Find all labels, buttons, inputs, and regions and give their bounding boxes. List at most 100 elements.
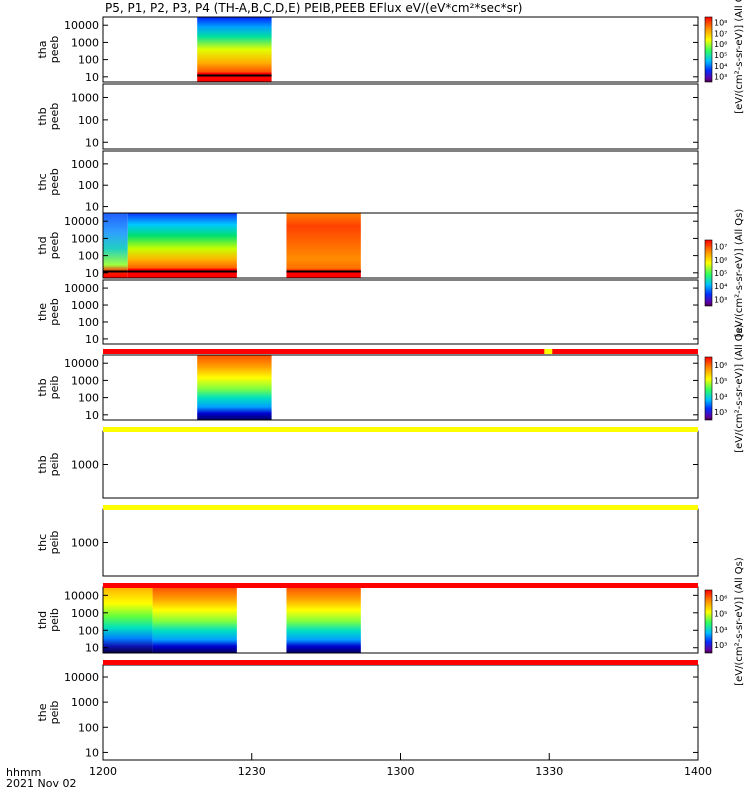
y-tick-label: 10000 <box>64 19 99 32</box>
panel-thb-peib: 10 100 1000 10000 thb peib <box>36 354 699 422</box>
panel-thb-peib-2: 1000 thb peib <box>36 430 699 499</box>
y-tick-label: 100 <box>78 250 99 263</box>
y-tick-label: 1000 <box>71 696 99 709</box>
colorbar-tick-label: 10³ <box>714 295 727 304</box>
y-tick-label: 1000 <box>71 374 99 387</box>
plot-title: P5, P1, P2, P3, P4 (TH-A,B,C,D,E) PEIB,P… <box>105 1 523 15</box>
panel-thd-peib: 10 100 1000 10000 thd peib <box>36 586 699 655</box>
panel-label: peeb <box>48 298 61 326</box>
quality-stripe <box>103 349 698 354</box>
panel-label: thc <box>36 173 49 190</box>
panel-frame <box>102 16 699 83</box>
colorbar-cb1: 10³ 10⁴ 10⁵ 10⁶ 10⁷ 10⁸ [eV/(cm²-s-sr-eV)] (Al… <box>704 0 745 114</box>
colorbar-label: [eV/(cm²-s-sr-eV)] (All Qs) <box>734 0 745 114</box>
stripe-marker <box>544 349 553 354</box>
y-tick-label: 10 <box>85 409 99 422</box>
y-tick-label: 1000 <box>71 36 99 49</box>
panel-the-peeb: 10 100 1000 10000 the peeb <box>36 279 699 346</box>
y-tick-label: 1000 <box>71 158 99 171</box>
y-tick-label: 100 <box>78 179 99 192</box>
colorbar-tick-label: 10⁴ <box>714 282 727 291</box>
colorbar-tick-label: 10⁵ <box>714 377 727 386</box>
colorbar-tick-label: 10⁸ <box>714 18 727 27</box>
panel-frame <box>102 508 699 577</box>
colorbar-tick-label: 10⁶ <box>714 40 727 49</box>
y-tick-label: 100 <box>78 316 99 329</box>
x-tick-label: 1400 <box>684 765 712 778</box>
spectrogram-block <box>127 213 237 278</box>
y-tick-label: 10000 <box>64 282 99 295</box>
panel-frame <box>102 212 699 279</box>
panel-label: thc <box>36 534 49 551</box>
colorbar-tick-label: 10⁵ <box>714 610 727 619</box>
quality-stripe <box>103 583 698 588</box>
panel-label: peeb <box>48 168 61 196</box>
spectrogram-block <box>103 213 128 278</box>
colorbar-tick-label: 10⁴ <box>714 625 727 634</box>
spectrogram-block <box>197 17 272 82</box>
colorbar-tick-label: 10⁵ <box>714 51 727 60</box>
y-tick-label: 10000 <box>64 357 99 370</box>
colorbar-label: [eV/(cm²-s-sr-eV)] (All Qs) <box>734 209 745 338</box>
panel-label: peeb <box>48 232 61 260</box>
y-tick-label: 10 <box>85 333 99 346</box>
x-tick-label: 1200 <box>89 765 117 778</box>
y-tick-label: 1000 <box>71 91 99 104</box>
y-tick-label: 1000 <box>71 537 99 550</box>
footer-hhmm: hhmm <box>6 766 42 779</box>
y-tick-label: 10 <box>85 136 99 149</box>
colorbar-cb3: 10³ 10⁴ 10⁵ 10⁶ [eV/(cm²-s-sr-eV)] (All Qs) <box>704 324 745 453</box>
x-tick-label: 1300 <box>387 765 415 778</box>
colorbar-label: [eV/(cm²-s-sr-eV)] (All Qs) <box>734 324 745 453</box>
panel-frame <box>102 150 699 214</box>
panel-label: thd <box>36 236 49 254</box>
x-tick-label: 1230 <box>238 765 266 778</box>
spectrogram-block <box>286 213 361 278</box>
y-tick-label: 10 <box>85 642 99 655</box>
y-tick-label: 100 <box>78 392 99 405</box>
colorbar-tick-label: 10³ <box>714 641 727 650</box>
panel-label: thb <box>36 107 49 125</box>
y-tick-label: 1000 <box>71 232 99 245</box>
colorbar-tick-label: 10⁶ <box>714 594 727 603</box>
quality-stripe <box>103 660 698 665</box>
y-tick-label: 10 <box>85 71 99 84</box>
x-tick-label: 1330 <box>535 765 563 778</box>
y-tick-label: 1000 <box>71 299 99 312</box>
colorbar-label: [eV/(cm²-s-sr-eV)] (All Qs) <box>734 557 745 686</box>
y-tick-label: 1000 <box>71 459 99 472</box>
panel-label: thb <box>36 455 49 473</box>
colorbar-tick-label: 10⁶ <box>714 361 727 370</box>
panel-label: the <box>36 303 49 321</box>
y-tick-label: 10000 <box>64 671 99 684</box>
panel-label: the <box>36 703 49 721</box>
y-tick-label: 10 <box>85 201 99 214</box>
footer-date: 2021 Nov 02 <box>6 777 77 790</box>
panel-label: peib <box>48 701 61 725</box>
panel-label: peeb <box>48 36 61 64</box>
spectrogram-block <box>103 587 153 653</box>
panel-frame <box>102 279 699 345</box>
y-tick-label: 10 <box>85 746 99 759</box>
spectrogram-block <box>286 587 361 653</box>
colorbar-tick-label: 10⁴ <box>714 62 727 71</box>
colorbar-scale <box>704 589 713 654</box>
panel-frame <box>102 83 699 150</box>
y-tick-label: 100 <box>78 114 99 127</box>
colorbar-tick-label: 10³ <box>714 408 727 417</box>
colorbar-cb4: 10³ 10⁴ 10⁵ 10⁶ [eV/(cm²-s-sr-eV)] (All Qs) <box>704 557 745 686</box>
panel-label: tha <box>36 40 49 58</box>
y-tick-label: 10 <box>85 267 99 280</box>
panel-frame <box>102 664 699 761</box>
panel-thc-peib: 1000 thc peib <box>36 508 699 577</box>
colorbar-scale <box>704 16 713 83</box>
colorbar-scale <box>704 239 713 307</box>
panel-label: peeb <box>48 103 61 131</box>
panel-frame <box>102 430 699 499</box>
y-tick-label: 1000 <box>71 607 99 620</box>
colorbar-tick-label: 10⁷ <box>714 243 727 252</box>
colorbar-tick-label: 10⁷ <box>714 29 727 38</box>
spectrogram-block <box>152 587 237 653</box>
